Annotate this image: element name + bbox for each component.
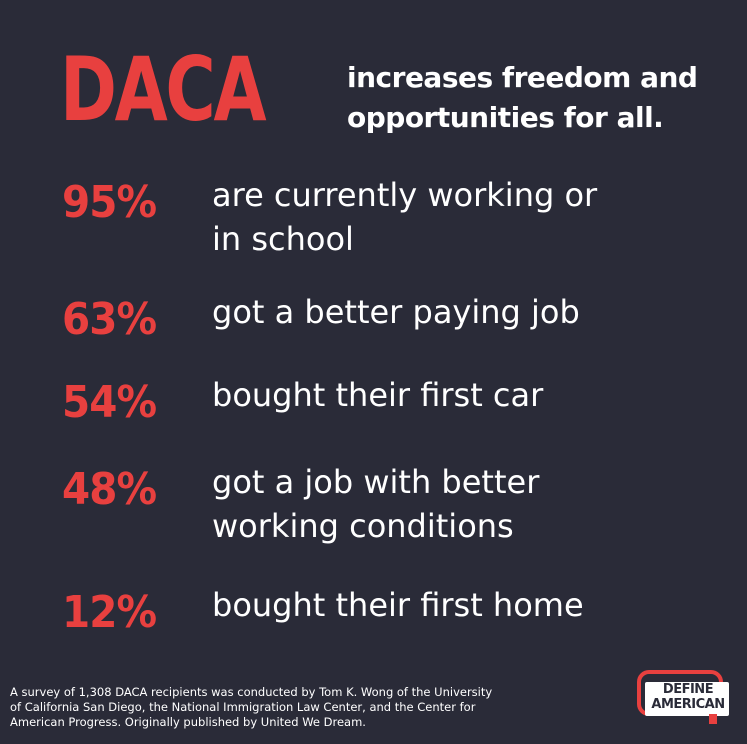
- stat-description: got a better paying job: [212, 290, 682, 334]
- stat-item: 95% are currently working or in school: [62, 173, 682, 261]
- stat-description: bought their first car: [212, 373, 682, 417]
- stat-item: 63% got a better paying job: [62, 290, 682, 344]
- headline-subtitle-line: increases freedom and: [347, 61, 698, 94]
- stat-percentage: 12%: [62, 587, 157, 638]
- logo-text-line: AMERICAN: [651, 697, 725, 712]
- stat-percentage: 48%: [62, 464, 157, 515]
- stat-item: 48% got a job with better working condit…: [62, 460, 682, 548]
- logo-text-line: DEFINE: [662, 682, 714, 697]
- stat-description-line: are currently working or: [212, 176, 598, 214]
- logo-question-dot: [709, 714, 717, 724]
- stat-percentage: 63%: [62, 294, 157, 345]
- stat-description-line: working conditions: [212, 507, 514, 545]
- footnote-line: A survey of 1,308 DACA recipients was co…: [10, 685, 493, 699]
- source-footnote: A survey of 1,308 DACA recipients was co…: [10, 685, 610, 730]
- stat-description-line: got a job with better: [212, 463, 540, 501]
- footnote-line: American Progress. Originally published …: [10, 715, 366, 729]
- stat-description-line: bought their first car: [212, 376, 544, 414]
- stat-percentage: 54%: [62, 377, 157, 428]
- stat-description: got a job with better working conditions: [212, 460, 682, 548]
- stat-description: bought their first home: [212, 583, 682, 627]
- stat-description-line: got a better paying job: [212, 293, 580, 331]
- headline-keyword: DACA: [60, 38, 267, 141]
- stat-description-line: bought their first home: [212, 586, 584, 624]
- footnote-line: of California San Diego, the National Im…: [10, 700, 476, 714]
- define-american-logo: DEFINE AMERICAN: [637, 670, 735, 726]
- stat-item: 54% bought their first car: [62, 373, 682, 427]
- stat-description-line: in school: [212, 220, 354, 258]
- headline-subtitle: increases freedom and opportunities for …: [347, 58, 727, 138]
- stat-percentage: 95%: [62, 177, 157, 228]
- logo-plate: [645, 682, 729, 716]
- logo-text: DEFINE AMERICAN: [647, 682, 729, 712]
- stat-description: are currently working or in school: [212, 173, 682, 261]
- headline-subtitle-line: opportunities for all.: [347, 101, 664, 134]
- stat-item: 12% bought their first home: [62, 583, 682, 637]
